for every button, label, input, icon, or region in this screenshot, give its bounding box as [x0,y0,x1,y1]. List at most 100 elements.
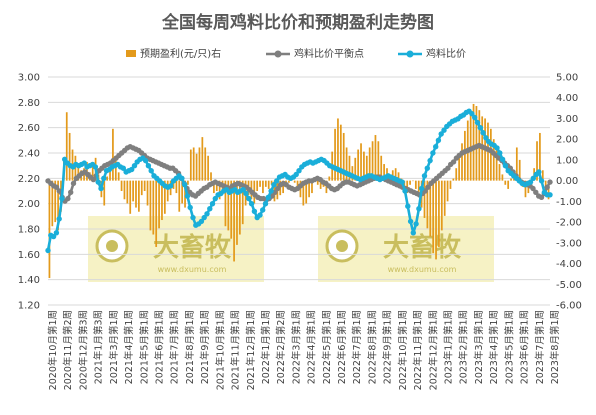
profit-bar [495,147,498,181]
profit-bar [311,180,313,194]
breakeven-point [425,184,431,190]
profit-bar [334,128,336,181]
ratio-point [61,156,68,162]
ratio-point [184,193,191,199]
profit-bar [464,130,466,181]
x-tick-label: 2021年11月第1周 [230,310,242,390]
ratio-point [474,119,481,126]
profit-bar [68,132,71,181]
profit-bar [354,157,357,181]
profit-bar [152,180,155,235]
x-tick-label: 2022年12月第1周 [427,310,439,390]
profit-bar [452,178,455,181]
profit-bar [371,141,374,181]
ratio-point [497,150,503,156]
x-tick-label: 2023年5月第1周 [503,310,515,384]
ratio-point [131,163,138,169]
chart-title: 全国每周鸡料比价和预期盈利走势图 [161,12,434,33]
ratio-point [502,163,509,169]
y-left-tick-label: 2.40 [18,149,40,160]
x-tick-label: 2023年2月第1周 [458,310,470,384]
watermark-logo-dot-icon [106,240,118,252]
profit-bar [262,180,264,194]
profit-bar [299,180,302,198]
gridlines [48,76,550,306]
profit-bar [135,180,137,208]
ratio-point [246,195,252,202]
y-right-tick-label: 0.00 [556,176,578,187]
profit-bar [236,180,238,245]
profit-bar [305,180,308,204]
y-right-tick-label: 5.00 [556,73,578,84]
ratio-point [207,206,213,212]
profit-bar [51,180,54,227]
ratio-point [441,127,447,133]
ratio-point [274,178,280,184]
ratio-point [547,192,553,198]
profit-bar [65,112,68,181]
profit-bar [114,159,117,181]
profit-bar [103,180,106,206]
profit-bar [201,137,204,181]
profit-bar [120,180,123,191]
profit-bar [461,143,463,181]
x-tick-label: 2022年9月第1周 [382,310,394,384]
y-right-tick-label: -1.00 [556,197,582,208]
breakeven-point [65,195,71,202]
y-left-tick-label: 1.60 [18,250,40,261]
breakeven-point [530,185,536,192]
profit-bar [339,124,342,181]
y-right-tick-label: -5.00 [556,280,582,291]
profit-bar [409,180,411,185]
profit-bar [302,180,305,206]
breakeven-point [544,184,550,190]
ratio-point [45,247,51,254]
profit-bar [469,112,472,181]
profit-bar [218,180,221,200]
breakeven-point [275,185,281,192]
x-tick-label: 2020年11月第2周 [62,310,74,390]
profit-bar [455,168,458,181]
ratio-point [477,125,483,131]
ratio-point [499,156,506,162]
profit-bar [337,118,339,181]
x-tick-label: 2021年4月第1周 [123,310,135,384]
profit-bar [132,180,134,202]
ratio-point [530,175,536,181]
profit-bar [259,180,261,187]
profit-bar [394,168,397,181]
profit-bar [227,180,230,231]
profit-bar [126,180,129,204]
profit-bar [172,180,175,189]
ratio-point [187,204,193,211]
profit-bar [140,180,143,196]
profit-bar [233,180,235,262]
ratio-point [168,183,174,189]
profit-bar [109,168,111,181]
ratio-point [438,131,444,137]
ratio-point [204,211,210,217]
x-tick-label: 2022年8月第1周 [367,310,379,384]
profit-bar [264,180,267,187]
ratio-point [81,160,88,166]
ratio-point [190,214,196,221]
profit-bar [282,180,284,194]
ratio-point [212,195,218,202]
profit-bar [489,128,492,181]
ratio-point [248,201,255,207]
x-tick-label: 2021年6月第1周 [154,310,166,384]
y-right-tick-label: 1.00 [556,155,578,166]
profit-bar [224,180,227,227]
y-right-tick-label: -4.00 [556,259,582,270]
x-tick-label: 2023年3月第1周 [473,310,485,384]
x-axis: 2020年10月第1周 2020年11月第2周 2020年12月第3周 2021年1月… [47,310,561,390]
profit-bar [438,180,440,247]
breakeven-point [90,176,97,183]
ratio-point [469,111,475,117]
ratio-point [198,218,205,225]
ratio-point [413,221,419,227]
profit-bar [149,180,152,231]
profit-bar [158,180,160,229]
profit-bar [187,180,189,185]
